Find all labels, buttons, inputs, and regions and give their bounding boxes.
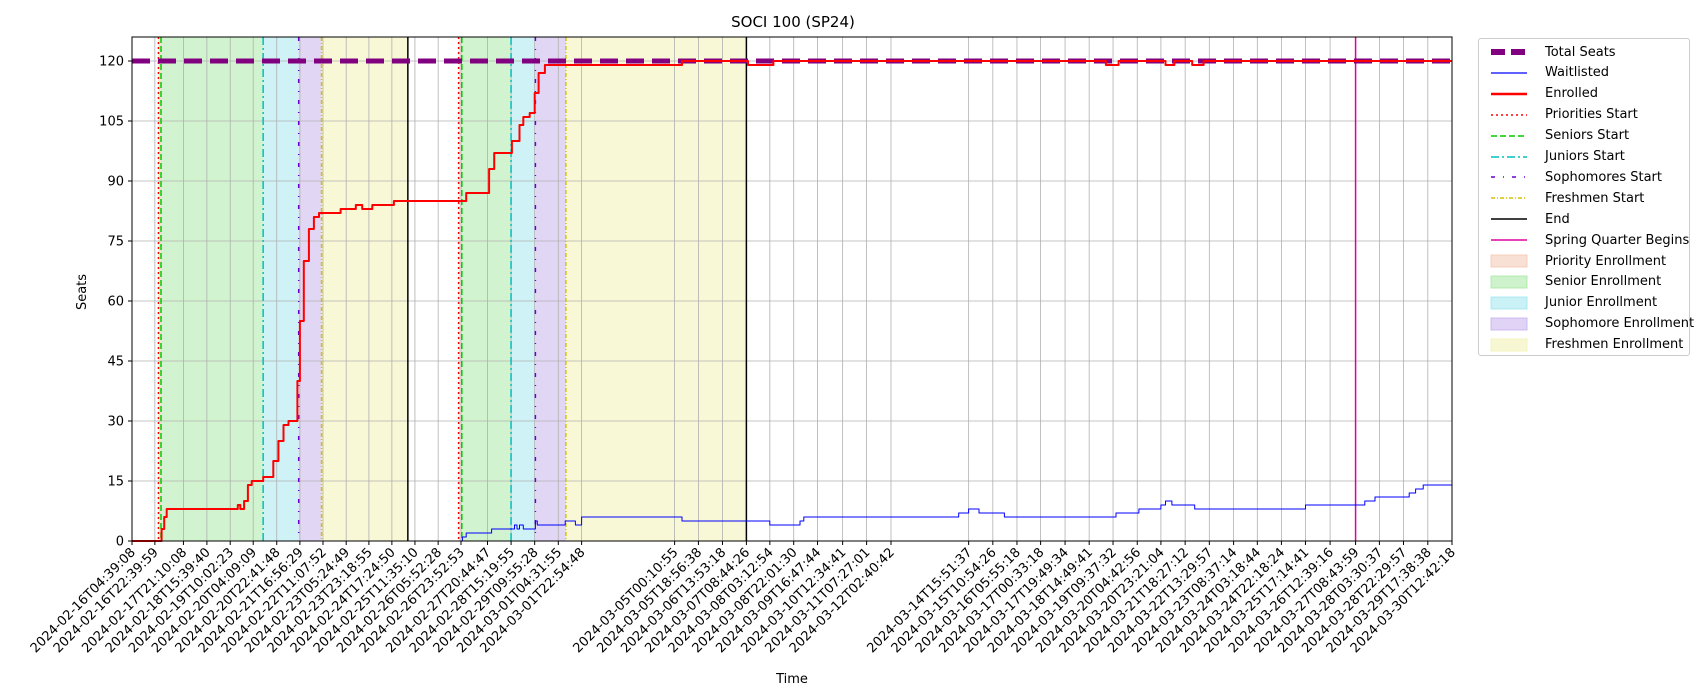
legend-swatch bbox=[1491, 197, 1527, 200]
freshmen-enrollment-region bbox=[321, 37, 408, 541]
legend-label: Juniors Start bbox=[1545, 149, 1625, 164]
legend-label: Priorities Start bbox=[1545, 107, 1638, 123]
legend-label: Freshmen Enrollment bbox=[1545, 337, 1684, 353]
legend-label: Sophomore Enrollment bbox=[1545, 316, 1695, 332]
legend-item-junior-enrollment: Junior Enrollment bbox=[1487, 294, 1657, 312]
legend-item-priorities-start: Priorities Start bbox=[1487, 106, 1638, 124]
legend-swatch bbox=[1491, 49, 1527, 55]
legend-swatch bbox=[1491, 92, 1527, 96]
y-tick-label: 0 bbox=[116, 535, 124, 550]
legend-item-seniors-start: Seniors Start bbox=[1487, 127, 1629, 145]
legend-item-enrolled: Enrolled bbox=[1487, 85, 1598, 103]
sophomore-enrollment-region bbox=[298, 37, 322, 541]
legend-label: Sophomores Start bbox=[1545, 169, 1662, 185]
y-tick-label: 75 bbox=[107, 235, 124, 250]
legend-label: End bbox=[1545, 211, 1570, 227]
y-tick-label: 15 bbox=[107, 475, 124, 490]
chart-title: SOCI 100 (SP24) bbox=[731, 13, 855, 31]
y-tick-label: 90 bbox=[107, 175, 124, 190]
legend-label: Total Seats bbox=[1545, 44, 1616, 60]
legend-swatch bbox=[1491, 218, 1527, 220]
priority-enrollment-region bbox=[158, 37, 161, 541]
legend-item-freshmen-start: Freshmen Start bbox=[1487, 189, 1644, 207]
legend-swatch bbox=[1490, 275, 1528, 289]
legend-swatch bbox=[1491, 113, 1527, 116]
plot-area: 01530456075901051202024-02-16T04:39:0820… bbox=[28, 36, 1459, 656]
legend-item-total-seats: Total Seats bbox=[1487, 43, 1616, 61]
legend-item-end: End bbox=[1487, 210, 1570, 228]
priority-enrollment-region bbox=[458, 37, 462, 541]
legend-swatch bbox=[1490, 338, 1528, 352]
senior-enrollment-region bbox=[160, 37, 264, 541]
y-tick-label: 60 bbox=[107, 295, 124, 310]
senior-enrollment-region bbox=[461, 37, 512, 541]
legend-swatch bbox=[1491, 176, 1527, 179]
legend-item-sophomore-enrollment: Sophomore Enrollment bbox=[1487, 315, 1694, 333]
legend-swatch bbox=[1490, 254, 1528, 268]
plot-frame bbox=[131, 36, 1453, 542]
y-axis-label: Seats bbox=[75, 274, 90, 310]
legend-label: Freshmen Start bbox=[1545, 190, 1645, 206]
legend-label: Senior Enrollment bbox=[1545, 274, 1662, 290]
y-tick-label: 120 bbox=[99, 55, 124, 70]
y-tick-label: 105 bbox=[99, 115, 124, 130]
y-tick-label: 45 bbox=[107, 355, 124, 370]
legend-item-sophomores-start: Sophomores Start bbox=[1487, 168, 1662, 186]
legend-label: Seniors Start bbox=[1545, 128, 1630, 144]
enrolled-series-line bbox=[132, 60, 1452, 542]
legend-item-senior-enrollment: Senior Enrollment bbox=[1487, 273, 1661, 291]
legend-label: Enrolled bbox=[1545, 86, 1598, 102]
legend-swatch bbox=[1491, 72, 1527, 74]
legend-label: Waitlisted bbox=[1545, 65, 1610, 81]
legend-label: Priority Enrollment bbox=[1545, 253, 1667, 269]
legend-label: Spring Quarter Begins bbox=[1545, 232, 1690, 248]
legend-item-spring-quarter-begins: Spring Quarter Begins bbox=[1487, 231, 1689, 249]
y-tick-label: 30 bbox=[107, 415, 124, 430]
legend-swatch bbox=[1491, 134, 1527, 137]
junior-enrollment-region bbox=[263, 37, 299, 541]
legend-swatch bbox=[1490, 317, 1528, 331]
sophomore-enrollment-region bbox=[535, 37, 566, 541]
legend-item-waitlisted: Waitlisted bbox=[1487, 64, 1609, 82]
waitlisted-series-line bbox=[132, 484, 1452, 542]
legend-label: Junior Enrollment bbox=[1545, 295, 1658, 311]
legend-swatch bbox=[1491, 239, 1527, 241]
legend-item-priority-enrollment: Priority Enrollment bbox=[1487, 252, 1666, 270]
x-axis-label: Time bbox=[775, 672, 808, 687]
legend: Total Seats Waitlisted Enrolled Priorities … bbox=[1478, 38, 1694, 356]
legend-swatch bbox=[1490, 296, 1528, 310]
legend-swatch bbox=[1491, 155, 1527, 158]
legend-item-freshmen-enrollment: Freshmen Enrollment bbox=[1487, 336, 1683, 354]
freshmen-enrollment-region bbox=[565, 37, 747, 541]
legend-item-juniors-start: Juniors Start bbox=[1487, 148, 1625, 166]
